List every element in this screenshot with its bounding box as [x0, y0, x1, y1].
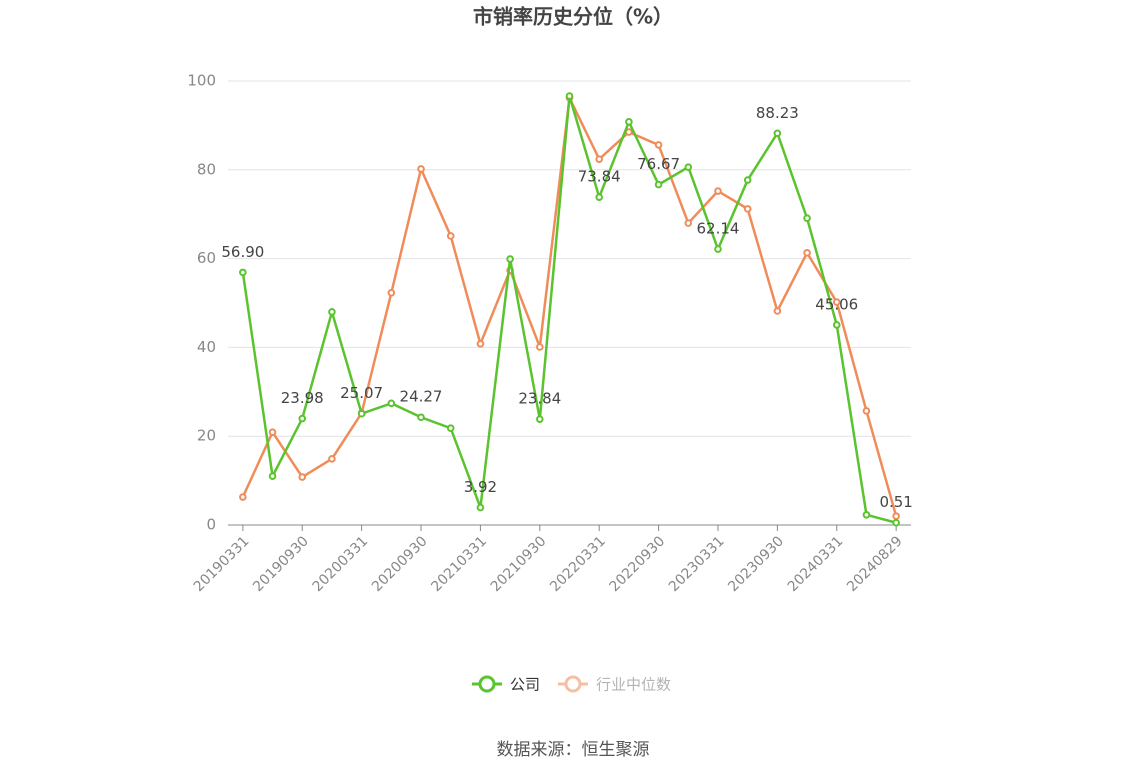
- data-label: 24.27: [400, 388, 443, 406]
- legend-swatch-marker: [478, 675, 496, 693]
- data-point: [298, 473, 307, 481]
- x-tick-label: 20190331: [191, 533, 253, 595]
- data-point: [862, 407, 871, 415]
- data-point: [714, 187, 722, 195]
- data-point: [773, 307, 782, 315]
- data-point: [387, 288, 396, 297]
- data-point: [625, 118, 633, 126]
- data-label: 23.98: [281, 389, 324, 407]
- data-point: [714, 245, 722, 253]
- data-point: [476, 340, 485, 348]
- data-point: [892, 512, 900, 520]
- data-point: [239, 493, 247, 501]
- data-point: [417, 413, 425, 422]
- x-tick-label: 20230331: [666, 533, 728, 595]
- data-point: [803, 214, 811, 222]
- x-tick-label: 20220331: [547, 533, 609, 595]
- y-tick-label: 100: [187, 72, 216, 90]
- legend-label: 行业中位数: [596, 676, 671, 694]
- data-point: [536, 343, 544, 351]
- x-tick-label: 20210930: [488, 533, 550, 595]
- data-label: 73.84: [578, 168, 621, 186]
- x-tick-label: 20190930: [250, 533, 312, 595]
- data-label: 25.07: [340, 384, 383, 402]
- data-point: [595, 155, 603, 163]
- data-point: [387, 399, 396, 408]
- source-note: 数据来源：恒生聚源: [497, 740, 650, 760]
- y-tick-label: 0: [206, 516, 216, 534]
- data-point: [862, 510, 871, 519]
- legend-item[interactable]: 公司: [472, 675, 540, 694]
- data-point: [654, 141, 663, 149]
- data-point: [832, 298, 841, 306]
- y-tick-label: 60: [197, 249, 216, 267]
- data-point: [684, 163, 693, 171]
- data-point: [536, 415, 544, 423]
- x-tick-label: 20200930: [369, 533, 431, 595]
- data-point: [832, 321, 841, 329]
- data-point: [268, 472, 277, 480]
- y-tick-label: 80: [197, 160, 216, 178]
- data-point: [357, 409, 366, 418]
- data-point: [476, 503, 485, 512]
- legend-label: 公司: [510, 676, 540, 694]
- y-tick-label: 40: [197, 338, 216, 356]
- data-label: 45.06: [815, 295, 858, 313]
- legend-item[interactable]: 行业中位数: [558, 675, 671, 694]
- data-label: 3.92: [464, 478, 497, 496]
- data-label: 88.23: [756, 104, 799, 122]
- x-tick-label: 20210331: [428, 533, 490, 595]
- data-point: [684, 219, 693, 227]
- data-label: 56.90: [221, 243, 264, 261]
- legend-swatch-marker: [564, 675, 582, 693]
- data-point: [417, 165, 425, 173]
- data-point: [892, 518, 900, 527]
- data-point: [268, 428, 277, 437]
- data-point: [328, 455, 336, 463]
- x-tick-label: 20240829: [844, 533, 906, 595]
- data-point: [595, 193, 603, 201]
- data-label: 76.67: [637, 155, 680, 173]
- data-point: [773, 129, 782, 138]
- data-point: [654, 180, 663, 189]
- x-tick-label: 20220930: [607, 533, 669, 595]
- data-point: [506, 255, 514, 263]
- data-point: [743, 176, 752, 184]
- series-line: [241, 93, 898, 517]
- data-point: [328, 308, 336, 316]
- data-point: [446, 232, 455, 240]
- data-point: [446, 424, 455, 433]
- data-point: [298, 414, 307, 423]
- chart-title: 市销率历史分位（%）: [473, 5, 673, 29]
- data-point: [565, 92, 574, 100]
- x-tick-label: 20230930: [725, 533, 787, 595]
- data-point: [803, 249, 811, 257]
- series-line: [241, 95, 897, 524]
- data-label: 23.84: [518, 390, 561, 408]
- data-label: 62.14: [697, 220, 740, 238]
- y-tick-label: 20: [197, 427, 216, 445]
- data-point: [743, 205, 752, 213]
- x-tick-label: 20200331: [310, 533, 372, 595]
- x-tick-label: 20240331: [785, 533, 847, 595]
- data-label: 0.51: [879, 493, 912, 511]
- data-point: [239, 268, 247, 277]
